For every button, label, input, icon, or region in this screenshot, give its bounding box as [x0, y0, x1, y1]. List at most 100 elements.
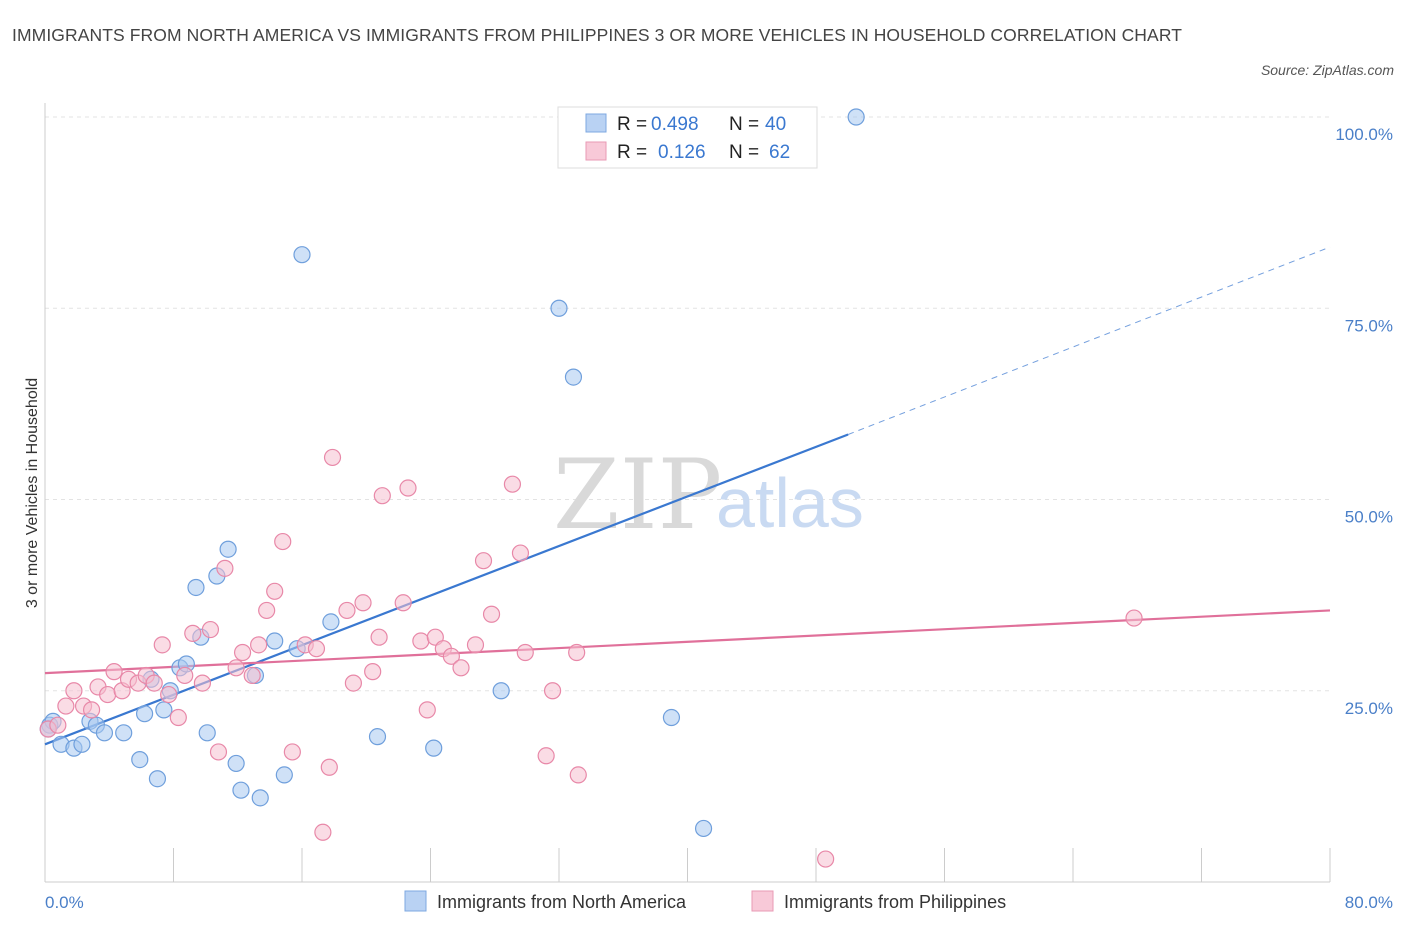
point-series-1-60: [817, 850, 835, 868]
point-series-1-28: [266, 582, 284, 600]
y-axis-label: 3 or more Vehicles in Household: [24, 378, 41, 608]
point-series-1-59: [569, 766, 587, 784]
point-series-0-23: [232, 781, 250, 799]
y-tick-label-2: 75.0%: [1345, 316, 1393, 335]
trend-lines: [44, 246, 1331, 746]
point-series-1-56: [537, 747, 555, 765]
x-tick-label-1: 80.0%: [1345, 893, 1393, 912]
point-series-1-21: [209, 743, 228, 761]
point-series-1-57: [543, 682, 562, 700]
point-series-1-51: [474, 552, 493, 570]
point-series-0-17: [187, 578, 205, 597]
point-series-0-13: [155, 701, 173, 719]
legend-swatch-philippines: [585, 141, 607, 161]
point-series-1-30: [283, 743, 301, 761]
point-series-1-20: [201, 620, 220, 639]
point-series-1-37: [344, 674, 362, 692]
source-credit: Source: ZipAtlas.com: [1260, 62, 1394, 78]
point-series-1-38: [354, 594, 372, 612]
legend-n-value-1: 40: [765, 114, 786, 135]
point-series-1-23: [227, 659, 245, 677]
point-series-1-3: [65, 682, 83, 700]
point-series-0-29: [293, 246, 311, 264]
point-series-1-7: [99, 685, 117, 704]
bottom-legend-label-north-america: Immigrants from North America: [437, 892, 687, 912]
point-series-1-50: [466, 636, 485, 654]
chart-title: IMMIGRANTS FROM NORTH AMERICA VS IMMIGRA…: [12, 25, 1183, 45]
legend-swatch-north-america: [585, 113, 607, 133]
point-series-1-32: [307, 640, 326, 658]
point-series-0-27: [275, 766, 293, 784]
point-series-1-5: [82, 701, 101, 719]
point-series-0-38: [847, 108, 865, 126]
point-series-1-49: [452, 659, 470, 677]
trend-extension-series-0: [847, 246, 1331, 435]
legend-r-label-1: R =: [617, 114, 647, 135]
point-series-0-31: [368, 728, 387, 746]
point-series-1-19: [193, 674, 212, 692]
point-series-1-40: [370, 628, 388, 646]
point-series-0-12: [148, 770, 167, 788]
point-series-1-55: [516, 643, 534, 662]
point-series-0-19: [198, 724, 216, 742]
point-series-1-36: [338, 601, 356, 620]
trend-line-series-0: [44, 433, 849, 746]
point-series-1-15: [160, 685, 178, 704]
point-series-1-42: [394, 594, 412, 612]
legend-n-value-2: 62: [769, 142, 790, 163]
y-tick-label-0: 25.0%: [1345, 699, 1393, 718]
x-tick-labels: 0.0% 80.0%: [45, 893, 1393, 912]
point-series-0-21: [219, 540, 237, 558]
point-series-1-52: [482, 605, 501, 623]
point-series-0-11: [135, 705, 154, 723]
bottom-legend-swatch-philippines: [751, 890, 774, 912]
legend-n-label-1: N =: [729, 114, 759, 135]
point-series-1-29: [274, 532, 292, 551]
point-series-0-7: [95, 724, 114, 742]
point-series-0-35: [564, 368, 583, 386]
point-series-1-35: [323, 448, 342, 467]
point-series-1-13: [145, 674, 163, 692]
point-series-1-53: [503, 475, 522, 493]
point-series-0-22: [227, 754, 245, 773]
point-series-1-33: [314, 823, 332, 841]
data-points: [39, 108, 1143, 868]
point-series-0-9: [131, 750, 149, 769]
point-series-1-26: [250, 636, 268, 654]
point-series-1-25: [243, 666, 261, 685]
gridlines: [45, 116, 1330, 692]
legend-r-value-1: 0.498: [651, 114, 699, 135]
legend-r-label-2: R =: [617, 142, 647, 163]
point-series-1-61: [1125, 609, 1143, 627]
point-series-0-25: [251, 789, 269, 807]
point-series-1-44: [412, 632, 430, 650]
point-series-0-26: [266, 632, 284, 650]
watermark-atlas: atlas: [716, 464, 864, 542]
point-series-1-39: [364, 663, 382, 681]
legend-n-label-2: N =: [729, 142, 759, 163]
bottom-legend-swatch-north-america: [404, 890, 427, 912]
point-series-1-16: [169, 708, 187, 727]
y-tick-label-1: 50.0%: [1345, 508, 1393, 527]
point-series-1-27: [258, 601, 276, 620]
bottom-legend-label-philippines: Immigrants from Philippines: [784, 892, 1006, 912]
trend-line-series-1: [44, 609, 1331, 675]
point-series-1-2: [57, 697, 75, 715]
x-tick-label-0: 0.0%: [45, 893, 84, 912]
point-series-1-58: [568, 643, 586, 662]
point-series-0-37: [694, 819, 713, 838]
point-series-0-36: [662, 708, 681, 727]
point-series-1-54: [511, 544, 530, 562]
y-tick-label-3: 100.0%: [1335, 125, 1393, 144]
point-series-0-32: [425, 739, 443, 757]
legend-box: R = 0.498 N = 40 R = 0.126 N = 62: [557, 106, 818, 169]
point-series-1-43: [399, 479, 417, 497]
point-series-1-8: [105, 663, 123, 681]
point-series-0-33: [492, 682, 510, 700]
legend-r-value-2: 0.126: [658, 142, 706, 163]
point-series-1-17: [176, 666, 194, 685]
point-series-1-18: [184, 624, 202, 642]
point-series-1-45: [418, 701, 436, 719]
point-series-0-34: [550, 299, 568, 317]
